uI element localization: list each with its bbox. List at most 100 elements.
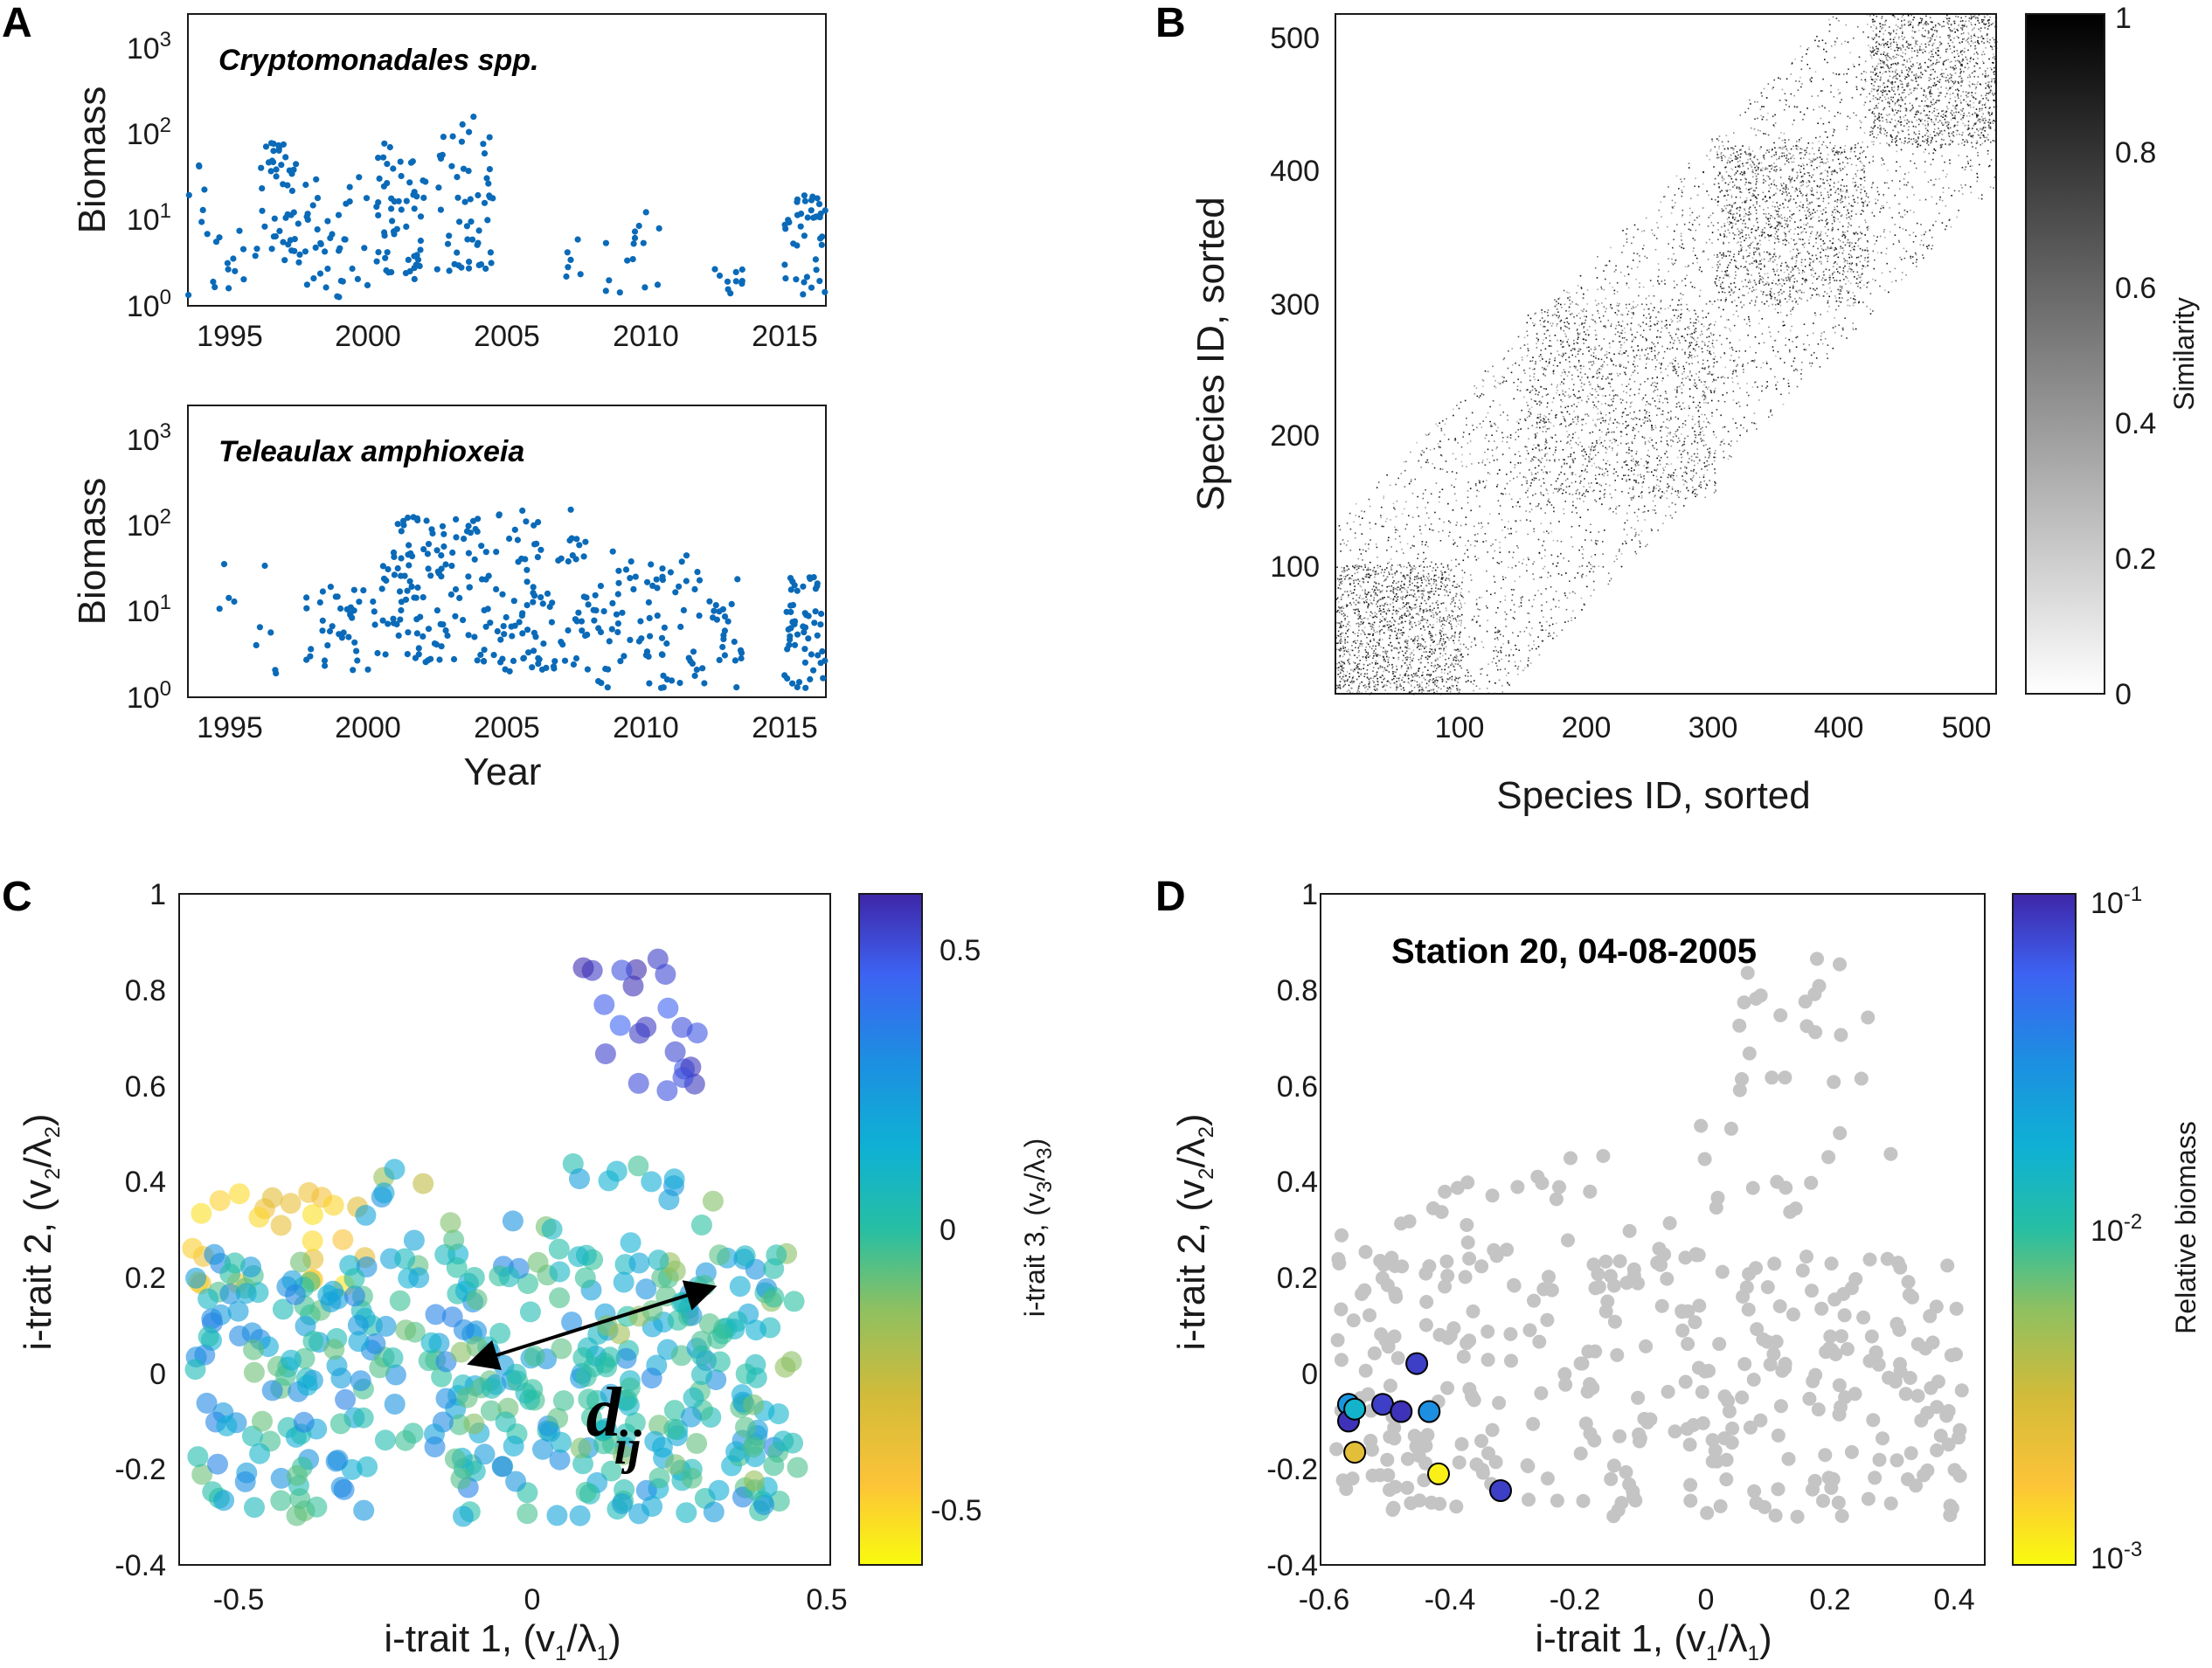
similarity-cell [1709,480,1710,481]
biomass-point [225,285,232,292]
similarity-cell [1966,94,1967,96]
a-top-ytick-0: 100 [127,286,171,323]
similarity-cell [1543,420,1545,423]
similarity-cell [1959,62,1961,64]
similarity-cell [1772,181,1774,183]
similarity-cell [1936,31,1938,33]
similarity-cell [1605,326,1606,329]
similarity-cell [1754,301,1757,303]
similarity-cell [1418,686,1419,689]
similarity-cell [1915,77,1917,79]
biomass-point [239,246,247,253]
biomass-point [548,619,556,626]
similarity-cell [1506,474,1508,475]
similarity-cell [1362,559,1363,561]
biomass-point [322,284,329,291]
similarity-cell [1924,105,1925,107]
similarity-cell [1755,170,1758,171]
similarity-cell [1913,163,1916,164]
biomass-point [475,191,482,199]
similarity-cell [1682,247,1685,250]
similarity-cell [1661,363,1662,366]
similarity-cell [1569,299,1571,301]
similarity-cell [1900,105,1902,107]
similarity-cell [1535,493,1536,495]
similarity-cell [1657,329,1659,332]
biomass-point [406,542,413,549]
similarity-cell [1525,564,1528,566]
similarity-cell [1837,256,1840,259]
biomass-point [676,680,683,687]
similarity-cell [1502,643,1504,645]
similarity-cell [1544,455,1546,457]
similarity-cell [1857,256,1860,259]
similarity-cell [1713,492,1716,494]
similarity-cell [1554,434,1557,436]
biomass-point [201,186,208,193]
similarity-cell [1806,300,1808,301]
similarity-cell [1717,400,1720,402]
similarity-cell [1529,511,1531,513]
similarity-cell [1505,380,1508,382]
similarity-cell [1392,609,1395,612]
biomass-point [543,664,550,672]
similarity-cell [1841,273,1844,275]
similarity-cell [1835,17,1838,19]
similarity-cell [1533,399,1536,402]
biomass-point [628,558,634,565]
similarity-cell [1635,424,1638,426]
similarity-cell [1692,348,1695,350]
similarity-cell [1938,50,1939,52]
biomass-point [475,227,482,234]
biomass-point [580,553,587,560]
biomass-point [398,172,405,180]
similarity-cell [1815,294,1818,295]
similarity-cell [1893,125,1896,128]
similarity-cell [1692,397,1695,398]
similarity-cell [1855,114,1857,116]
similarity-cell [1603,361,1605,363]
similarity-cell [1602,459,1605,461]
similarity-cell [1756,243,1758,246]
similarity-cell [1772,201,1774,203]
similarity-cell [1383,668,1385,671]
panel-a: A Cryptomonadales spp. 100 101 102 103 1… [2,0,829,793]
similarity-cell [1446,591,1448,593]
similarity-cell [1527,533,1529,536]
similarity-cell [1900,216,1902,218]
similarity-cell [1784,219,1786,222]
similarity-cell [1383,667,1386,669]
similarity-cell [1456,586,1458,588]
similarity-cell [1351,677,1354,680]
similarity-cell [1968,84,1971,87]
similarity-cell [1727,250,1730,253]
similarity-cell [1722,291,1723,293]
similarity-cell [1557,365,1558,367]
similarity-cell [1420,454,1423,456]
similarity-cell [1994,120,1996,122]
similarity-cell [1699,483,1701,486]
similarity-cell [1673,343,1675,344]
similarity-cell [1940,115,1942,117]
similarity-cell [1338,584,1341,586]
similarity-cell [1980,128,1981,129]
similarity-cell [1962,114,1965,117]
biomass-point [514,536,522,543]
biomass-point [561,657,569,664]
similarity-cell [1535,363,1536,365]
similarity-cell [1883,46,1885,48]
similarity-cell [1790,310,1792,312]
similarity-cell [1901,20,1903,22]
similarity-cell [1336,642,1338,645]
similarity-cell [1777,216,1779,218]
similarity-cell [1742,223,1744,225]
similarity-cell [1397,623,1399,625]
biomass-point [425,657,432,664]
similarity-cell [1473,689,1474,692]
similarity-cell [1449,690,1452,693]
similarity-cell [1914,252,1917,254]
biomass-point [466,259,473,266]
similarity-cell [1802,343,1805,345]
similarity-cell [1671,474,1673,476]
similarity-cell [1929,66,1931,68]
